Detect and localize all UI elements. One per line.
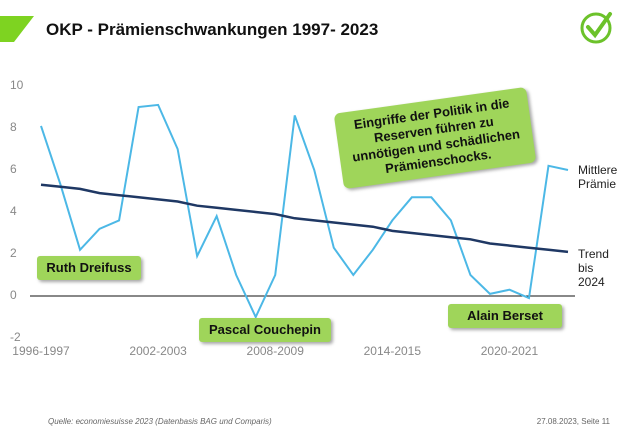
y-tick-label: -2	[10, 330, 21, 344]
series-label: Trend bis 2024	[578, 247, 609, 289]
corner-accent	[0, 16, 34, 42]
page-info: 27.08.2023, Seite 11	[536, 417, 610, 426]
x-tick-label: 2014-2015	[364, 344, 422, 358]
logo	[580, 12, 612, 44]
y-tick-label: 2	[10, 246, 17, 260]
series-line	[40, 183, 569, 254]
series-line	[40, 103, 569, 320]
y-tick-label: 8	[10, 120, 17, 134]
x-tick-label: 2008-2009	[247, 344, 305, 358]
annotation: Ruth Dreifuss	[37, 256, 141, 280]
source: Quelle: economiesuisse 2023 (Datenbasis …	[48, 417, 272, 426]
y-tick-label: 10	[10, 78, 24, 92]
x-tick-label: 2002-2003	[129, 344, 187, 358]
y-tick-label: 4	[10, 204, 17, 218]
y-tick-label: 6	[10, 162, 17, 176]
annotation: Alain Berset	[448, 304, 562, 328]
x-tick-label: 1996-1997	[12, 344, 70, 358]
annotation: Pascal Couchepin	[199, 318, 331, 342]
chart-title: OKP - Prämienschwankungen 1997- 2023	[46, 20, 379, 39]
y-tick-label: 0	[10, 288, 17, 302]
series-label: Mittlere Prämie	[578, 163, 618, 191]
x-tick-label: 2020-2021	[481, 344, 539, 358]
